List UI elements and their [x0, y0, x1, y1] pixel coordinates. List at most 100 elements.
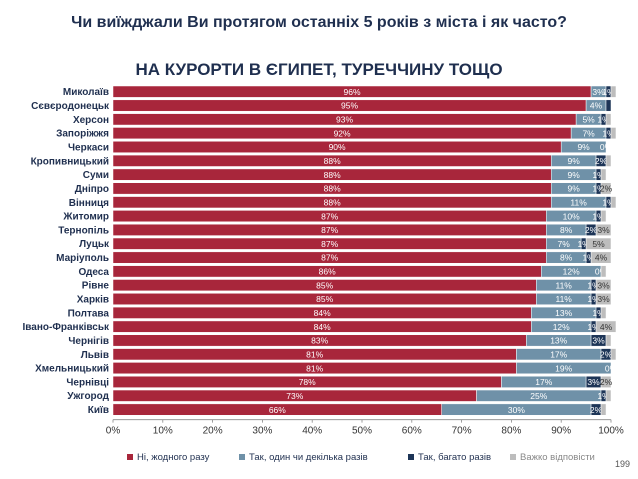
data-label: 93%	[336, 115, 353, 125]
data-label: 3%	[587, 377, 600, 387]
data-label: 4%	[595, 253, 608, 263]
bar-segment	[610, 85, 617, 98]
data-label: 0%	[600, 142, 613, 152]
data-label: 17%	[535, 377, 552, 387]
legend-swatch	[127, 454, 133, 460]
legend-swatch	[239, 454, 245, 460]
legend-label: Важко відповісти	[520, 452, 595, 463]
category-label: Київ	[88, 405, 109, 416]
data-label: 83%	[311, 336, 328, 346]
data-label: 7%	[558, 239, 571, 249]
data-label: 5%	[582, 115, 595, 125]
category-label: Чернігів	[68, 336, 109, 347]
data-label: 85%	[316, 294, 333, 304]
chart-subtitle: НА КУРОРТИ В ЄГИПЕТ, ТУРЕЧЧИНУ ТОЩО	[135, 60, 503, 79]
bar-segment	[595, 223, 612, 236]
data-label: 1%	[602, 87, 615, 97]
data-label: 1%	[577, 239, 590, 249]
legend-swatch	[408, 454, 414, 460]
bar-segment	[595, 279, 612, 292]
data-label: 3%	[597, 280, 610, 290]
category-label: Кропивницький	[31, 156, 109, 167]
data-label: 86%	[319, 267, 336, 277]
category-label: Львів	[81, 350, 109, 361]
data-label: 88%	[324, 156, 341, 166]
bar-segment	[610, 348, 617, 361]
bar-segment	[595, 293, 612, 305]
data-label: 3%	[592, 87, 605, 97]
category-label: Житомир	[62, 212, 109, 223]
chart-title: Чи виїжджали Ви протягом останніх 5 рокі…	[71, 14, 567, 31]
category-label: Одеса	[78, 267, 109, 278]
legend-swatch	[510, 454, 516, 460]
data-label: 11%	[570, 197, 587, 207]
data-label: 3%	[597, 225, 610, 235]
data-label: 1%	[592, 308, 605, 318]
legend-label: Так, багато разів	[418, 452, 491, 463]
category-label: Тернопіль	[58, 225, 109, 236]
data-label: 5%	[592, 239, 605, 249]
data-label: 87%	[321, 239, 338, 249]
data-label: 66%	[269, 405, 286, 415]
x-tick-label: 30%	[252, 426, 272, 437]
data-label: 1%	[592, 184, 605, 194]
data-label: 81%	[306, 363, 323, 373]
data-label: 1%	[587, 280, 600, 290]
x-tick-label: 80%	[501, 426, 521, 437]
data-label: 84%	[314, 322, 331, 332]
data-label: 95%	[341, 101, 358, 111]
data-label: 1%	[592, 211, 605, 221]
page-number: 199	[614, 459, 630, 469]
data-label: 30%	[508, 405, 525, 415]
data-label: 96%	[344, 87, 361, 97]
bar-segment	[605, 154, 612, 167]
category-label: Рівне	[82, 281, 110, 292]
bar-segment	[600, 265, 607, 278]
data-label: 78%	[299, 377, 316, 387]
data-label: 1%	[597, 391, 610, 401]
data-label: 1%	[602, 128, 615, 138]
category-label: Хмельницький	[35, 364, 109, 375]
data-label: 1%	[597, 115, 610, 125]
bar-segment	[610, 127, 617, 140]
category-label: Миколаїв	[63, 87, 109, 98]
x-tick-label: 0%	[106, 426, 121, 437]
data-label: 9%	[568, 170, 581, 180]
bar-segment	[600, 306, 607, 319]
legend-label: Так, один чи декілька разів	[249, 452, 368, 463]
category-label: Маріуполь	[56, 253, 109, 264]
category-label: Чернівці	[66, 377, 109, 388]
bar-segment	[605, 113, 612, 126]
x-tick-label: 100%	[598, 426, 624, 437]
data-label: 92%	[334, 128, 351, 138]
data-label: 17%	[550, 349, 567, 359]
x-tick-label: 20%	[203, 426, 223, 437]
data-label: 2%	[600, 349, 613, 359]
data-label: 87%	[321, 225, 338, 235]
data-label: 8%	[560, 225, 573, 235]
category-label: Івано-Франківськ	[23, 322, 110, 333]
bar-segment	[605, 99, 612, 112]
data-label: 0%	[605, 363, 618, 373]
data-label: 25%	[530, 391, 547, 401]
x-tick-label: 40%	[302, 426, 322, 437]
bar-segment	[600, 210, 607, 223]
data-label: 2%	[600, 184, 613, 194]
category-label: Херсон	[73, 115, 109, 126]
category-label: Вінниця	[69, 198, 109, 209]
category-label: Полтава	[68, 308, 110, 319]
data-label: 81%	[306, 349, 323, 359]
bar-segment	[595, 320, 617, 333]
data-label: 2%	[600, 377, 613, 387]
data-label: 12%	[563, 267, 580, 277]
category-label: Сєвєродонецьк	[31, 101, 110, 112]
data-label: 2%	[595, 156, 608, 166]
data-label: 73%	[286, 391, 303, 401]
category-label: Черкаси	[68, 142, 109, 153]
data-label: 1%	[582, 253, 595, 263]
data-label: 4%	[600, 322, 613, 332]
category-label: Дніпро	[75, 184, 109, 195]
data-label: 9%	[568, 184, 581, 194]
data-label: 9%	[577, 142, 590, 152]
data-label: 11%	[555, 294, 572, 304]
